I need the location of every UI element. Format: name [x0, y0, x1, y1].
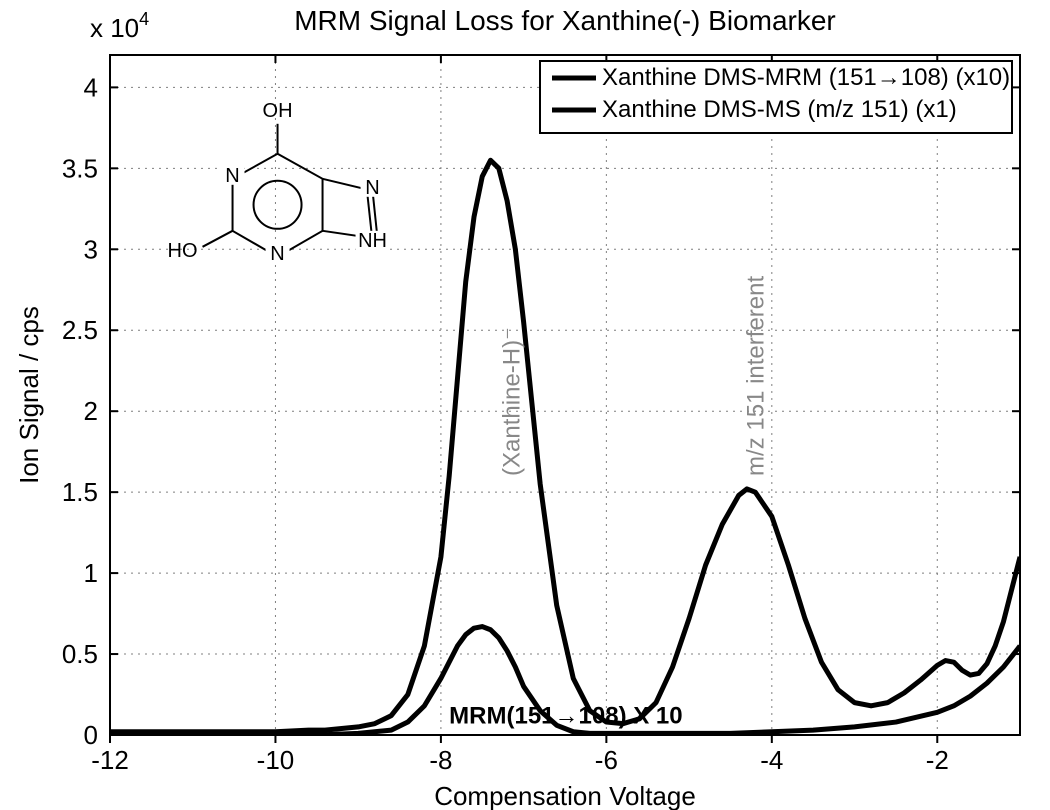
annotation-mrm: MRM(151→108) X 10	[449, 703, 682, 730]
annotation-interferent: m/z 151 interferent	[743, 276, 770, 476]
annotation-xanthine: (Xanthine-H)⁻	[499, 327, 526, 476]
mol-label-n: N	[225, 165, 239, 187]
y-axis-label: Ion Signal / cps	[14, 306, 44, 484]
chart-container: -12-10-8-6-4-200.511.522.533.54x 104MRM …	[0, 0, 1050, 810]
mol-label-oh-top: OH	[263, 100, 293, 122]
y-tick-label: 1	[84, 558, 98, 588]
x-tick-label: -4	[760, 745, 783, 775]
y-tick-label: 1.5	[62, 477, 98, 507]
y-tick-label: 4	[84, 72, 98, 102]
mol-label-nh: NH	[358, 230, 387, 252]
mol-label-n: N	[365, 177, 379, 199]
legend-item-label: Xanthine DMS-MS (m/z 151) (x1)	[602, 96, 957, 123]
x-tick-label: -8	[429, 745, 452, 775]
y-tick-label: 0.5	[62, 639, 98, 669]
x-tick-label: -2	[926, 745, 949, 775]
y-tick-label: 2	[84, 396, 98, 426]
x-tick-label: -6	[595, 745, 618, 775]
mol-label-oh-left: HO	[168, 240, 198, 262]
mol-label-n: N	[270, 243, 284, 265]
y-tick-label: 3.5	[62, 153, 98, 183]
x-axis-label: Compensation Voltage	[434, 781, 696, 810]
y-tick-label: 2.5	[62, 315, 98, 345]
legend-item-label: Xanthine DMS-MRM (151→108) (x10)	[602, 64, 1010, 91]
y-tick-label: 3	[84, 234, 98, 264]
y-tick-label: 0	[84, 720, 98, 750]
chart-title: MRM Signal Loss for Xanthine(-) Biomarke…	[294, 5, 836, 36]
chart-svg: -12-10-8-6-4-200.511.522.533.54x 104MRM …	[0, 0, 1050, 810]
x-tick-label: -10	[257, 745, 295, 775]
